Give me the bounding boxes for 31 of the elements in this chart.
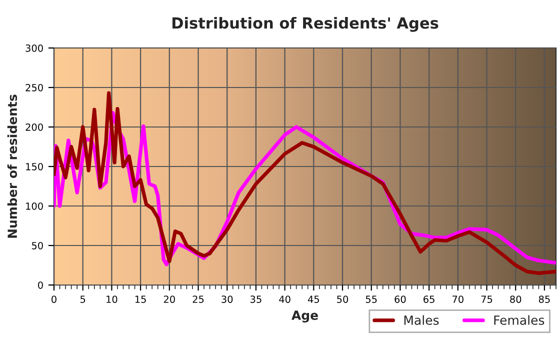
x-tick-label: 25 [192,296,204,303]
x-tick-label: 20 [164,296,175,303]
x-tick-label: 10 [106,296,118,303]
x-tick-label: 75 [481,296,492,303]
y-tick-label: 0 [38,281,43,289]
legend-label: Males [404,315,439,325]
x-tick-label: 85 [538,296,550,303]
line-series [54,91,556,275]
x-tick-label: 55 [366,296,377,303]
y-tick-label: 200 [26,123,43,131]
x-tick-label: 30 [222,296,233,303]
y-tick-label: 250 [26,84,43,92]
x-tick-label: 0 [52,296,56,303]
x-tick-label: 40 [279,296,290,303]
y-tick-label: 100 [26,202,43,210]
x-tick-label: 5 [80,296,86,303]
x-tick-label: 45 [308,296,319,303]
chart-title: Distribution of Residents' Ages [172,16,438,32]
x-tick-label: 65 [424,296,434,303]
legend-label: Females [494,315,544,325]
x-tick-label: 35 [250,296,262,303]
x-tick-label: 70 [452,296,464,303]
y-tick-label: 150 [26,162,43,170]
y-axis-title: Number of residents [7,94,18,238]
x-tick-label: 15 [135,296,146,303]
x-tick-label: 60 [394,296,406,303]
x-tick-label: 50 [337,296,348,303]
y-tick-label: 300 [26,44,43,52]
x-axis-title: Age [292,310,318,322]
y-tick-label: 50 [32,242,43,250]
x-tick-label: 80 [510,296,522,303]
